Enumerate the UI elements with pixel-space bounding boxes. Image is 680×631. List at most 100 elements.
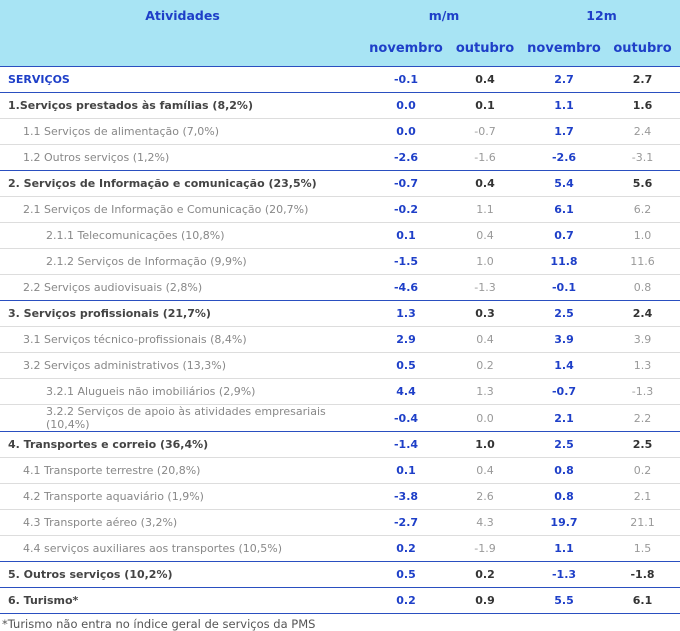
cell-value: 1.0 <box>447 431 523 458</box>
cell-value: 0.9 <box>447 587 523 614</box>
cell-value: -2.6 <box>523 144 605 171</box>
row-label: 3.1 Serviços técnico-profissionais (8,4%… <box>0 326 365 353</box>
cell-value: 1.0 <box>447 248 523 275</box>
cell-value: -2.7 <box>365 509 447 536</box>
cell-value: 0.8 <box>523 483 605 510</box>
cell-value: 0.1 <box>365 222 447 249</box>
cell-value: -1.5 <box>365 248 447 275</box>
cell-value: 1.6 <box>605 92 680 119</box>
cell-value: -0.1 <box>523 274 605 301</box>
cell-value: 0.1 <box>447 92 523 119</box>
cell-value: -4.6 <box>365 274 447 301</box>
cell-value: 11.8 <box>523 248 605 275</box>
row-label: 6. Turismo* <box>0 587 365 614</box>
table-row: 4.2 Transporte aquaviário (1,9%) -3.8 2.6 0… <box>0 483 680 510</box>
table-row: 3.2.1 Alugueis não imobiliários (2,9%) 4.… <box>0 378 680 405</box>
row-label: 4.3 Transporte aéreo (3,2%) <box>0 509 365 536</box>
row-label: 3.2 Serviços administrativos (13,3%) <box>0 352 365 379</box>
cell-value: 0.0 <box>365 118 447 145</box>
cell-value: 5.6 <box>605 170 680 197</box>
row-label: 3.2.2 Serviços de apoio às atividades em… <box>0 404 365 432</box>
cell-value: -0.7 <box>447 118 523 145</box>
row-label: 2.1 Serviços de Informação e Comunicação… <box>0 196 365 223</box>
cell-value: 3.9 <box>605 326 680 353</box>
table-row: 2.1 Serviços de Informação e Comunicação… <box>0 196 680 223</box>
cell-value: -0.4 <box>365 404 447 432</box>
cell-value: 0.7 <box>523 222 605 249</box>
cell-value: 6.1 <box>523 196 605 223</box>
group-header: m/m <box>365 0 523 30</box>
table-row: 1.2 Outros serviços (1,2%) -2.6 -1.6 -2.6 -3… <box>0 144 680 171</box>
row-label: 4.2 Transporte aquaviário (1,9%) <box>0 483 365 510</box>
cell-value: -3.1 <box>605 144 680 171</box>
cell-value: 0.4 <box>447 222 523 249</box>
cell-value: 1.3 <box>365 300 447 327</box>
footnote: *Turismo não entra no índice geral de se… <box>2 617 316 631</box>
cell-value: 0.2 <box>447 352 523 379</box>
cell-value: 0.3 <box>447 300 523 327</box>
cell-value: 0.0 <box>365 92 447 119</box>
group-header: 12m <box>523 0 680 30</box>
row-label: 1.2 Outros serviços (1,2%) <box>0 144 365 171</box>
cell-value: 1.3 <box>447 378 523 405</box>
column-header: outubro <box>447 30 523 67</box>
cell-value: 2.7 <box>605 66 680 93</box>
cell-value: 0.0 <box>447 404 523 432</box>
table-row: 2.2 Serviços audiovisuais (2,8%) -4.6 -1.3… <box>0 274 680 301</box>
header-title: Atividades <box>0 0 365 30</box>
table-row: 4.3 Transporte aéreo (3,2%) -2.7 4.3 19.7 21… <box>0 509 680 536</box>
row-label: 3. Serviços profissionais (21,7%) <box>0 300 365 327</box>
cell-value: 0.1 <box>365 457 447 484</box>
row-label: 4.1 Transporte terrestre (20,8%) <box>0 457 365 484</box>
table-row: 4. Transportes e correio (36,4%) -1.4 1.0 2… <box>0 431 680 458</box>
cell-value: -0.7 <box>365 170 447 197</box>
cell-value: 11.6 <box>605 248 680 275</box>
cell-value: 0.2 <box>365 535 447 562</box>
table-row: 4.4 serviços auxiliares aos transportes … <box>0 535 680 562</box>
cell-value: 0.4 <box>447 326 523 353</box>
cell-value: 0.2 <box>447 561 523 588</box>
cell-value: -1.9 <box>447 535 523 562</box>
cell-value: -3.8 <box>365 483 447 510</box>
cell-value: 2.5 <box>523 431 605 458</box>
table-row: 3. Serviços profissionais (21,7%) 1.3 0.3 2… <box>0 300 680 327</box>
cell-value: 1.0 <box>605 222 680 249</box>
cell-value: -1.4 <box>365 431 447 458</box>
cell-value: -2.6 <box>365 144 447 171</box>
cell-value: 2.1 <box>523 404 605 432</box>
cell-value: 0.4 <box>447 66 523 93</box>
cell-value: 0.2 <box>605 457 680 484</box>
cell-value: 1.1 <box>523 92 605 119</box>
cell-value: 0.8 <box>605 274 680 301</box>
cell-value: 21.1 <box>605 509 680 536</box>
cell-value: -0.2 <box>365 196 447 223</box>
row-label: 2.1.1 Telecomunicações (10,8%) <box>0 222 365 249</box>
cell-value: 2.7 <box>523 66 605 93</box>
table-row: 2.1.1 Telecomunicações (10,8%) 0.1 0.4 0.7 1… <box>0 222 680 249</box>
cell-value: 1.7 <box>523 118 605 145</box>
cell-value: -1.3 <box>447 274 523 301</box>
table-row: 1.1 Serviços de alimentação (7,0%) 0.0 -0.… <box>0 118 680 145</box>
cell-value: -0.1 <box>365 66 447 93</box>
row-label: 2.2 Serviços audiovisuais (2,8%) <box>0 274 365 301</box>
cell-value: 2.1 <box>605 483 680 510</box>
cell-value: -1.6 <box>447 144 523 171</box>
cell-value: -1.3 <box>523 561 605 588</box>
table-row: 6. Turismo* 0.2 0.9 5.5 6.1 <box>0 587 680 614</box>
column-header: novembro <box>523 30 605 67</box>
cell-value: 0.8 <box>523 457 605 484</box>
cell-value: 0.5 <box>365 352 447 379</box>
table-row: 4.1 Transporte terrestre (20,8%) 0.1 0.4 0.… <box>0 457 680 484</box>
table-row: 3.2 Serviços administrativos (13,3%) 0.5 0… <box>0 352 680 379</box>
cell-value: 4.4 <box>365 378 447 405</box>
cell-value: 3.9 <box>523 326 605 353</box>
table-row: SERVIÇOS -0.1 0.4 2.7 2.7 <box>0 66 680 93</box>
cell-value: 0.5 <box>365 561 447 588</box>
cell-value: -1.8 <box>605 561 680 588</box>
cell-value: 1.3 <box>605 352 680 379</box>
cell-value: 1.1 <box>447 196 523 223</box>
cell-value: 2.5 <box>523 300 605 327</box>
cell-value: 1.4 <box>523 352 605 379</box>
row-label: 4.4 serviços auxiliares aos transportes … <box>0 535 365 562</box>
